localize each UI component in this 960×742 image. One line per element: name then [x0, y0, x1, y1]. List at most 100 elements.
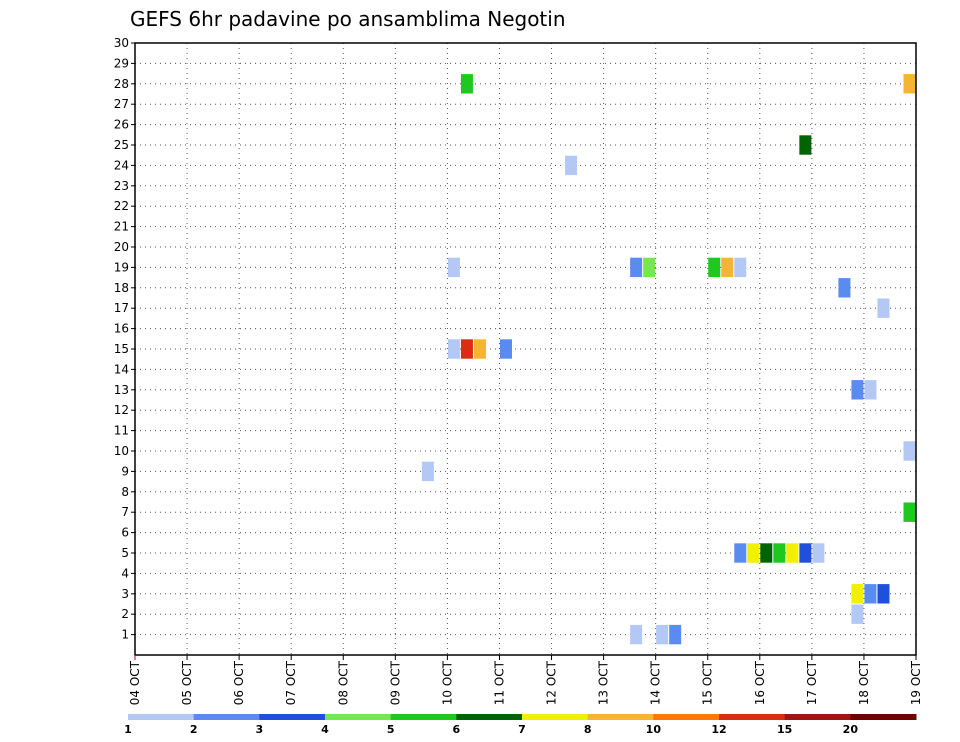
precip-cell: [877, 584, 890, 604]
y-tick-label: 4: [121, 566, 129, 580]
precip-cell: [799, 543, 812, 563]
precip-cell: [447, 339, 460, 359]
precip-cell: [734, 543, 747, 563]
colorbar-segment: [719, 714, 786, 720]
colorbar-segment: [128, 714, 195, 720]
precip-cell: [721, 257, 734, 278]
precip-cell: [669, 624, 682, 645]
grid: [135, 43, 916, 655]
y-tick-label: 5: [121, 546, 129, 560]
precip-cell: [565, 155, 578, 176]
colorbar-label: 7: [518, 723, 526, 736]
x-tick-label: 04 OCT: [128, 660, 142, 705]
y-tick-label: 15: [114, 342, 129, 356]
colorbar-segment: [653, 714, 720, 720]
y-tick-label: 18: [114, 281, 129, 295]
y-tick-label: 28: [114, 77, 129, 91]
y-tick-label: 7: [121, 505, 129, 519]
y-tick-label: 10: [114, 444, 129, 458]
precip-cell: [630, 624, 643, 645]
colorbar-label: 20: [843, 723, 859, 736]
precip-cell: [760, 543, 773, 563]
x-tick-label: 17 OCT: [805, 660, 819, 705]
y-tick-label: 14: [114, 362, 129, 376]
y-tick-label: 25: [114, 138, 129, 152]
precip-cell: [460, 74, 473, 94]
y-tick-label: 2: [121, 607, 129, 621]
colorbar-segment: [259, 714, 326, 720]
x-tick-label: 05 OCT: [180, 660, 194, 705]
y-tick-label: 12: [114, 403, 129, 417]
y-tick-label: 20: [114, 240, 129, 254]
precip-cell: [460, 339, 473, 359]
precip-cell: [630, 257, 643, 278]
y-tick-label: 22: [114, 199, 129, 213]
precip-cell: [786, 543, 799, 563]
precip-cell: [447, 257, 460, 278]
precip-cell: [864, 584, 877, 604]
y-tick-label: 11: [114, 424, 129, 438]
colorbar-segment: [784, 714, 851, 720]
colorbar-label: 1: [124, 723, 132, 736]
x-tick-label: 07 OCT: [284, 660, 298, 705]
y-tick-label: 13: [114, 383, 129, 397]
colorbar-segment: [456, 714, 523, 720]
y-tick-label: 29: [114, 56, 129, 70]
colorbar-segment: [390, 714, 457, 720]
y-tick-label: 26: [114, 118, 129, 132]
chart-title: GEFS 6hr padavine po ansamblima Negotin: [130, 7, 566, 31]
colorbar-label: 8: [584, 723, 592, 736]
x-tick-label: 19 OCT: [909, 660, 923, 705]
x-tick-label: 12 OCT: [545, 660, 559, 705]
x-tick-label: 11 OCT: [492, 660, 506, 705]
data-cells: [421, 74, 916, 645]
precip-cell: [864, 380, 877, 400]
x-tick-label: 09 OCT: [388, 660, 402, 705]
colorbar-label: 10: [646, 723, 662, 736]
precip-cell: [851, 584, 864, 604]
colorbar-segment: [193, 714, 260, 720]
colorbar-segment: [325, 714, 392, 720]
colorbar-segment: [587, 714, 654, 720]
y-tick-label: 24: [114, 158, 129, 172]
precip-cell: [903, 502, 916, 522]
precip-cell: [473, 339, 486, 359]
colorbar-label: 6: [453, 723, 461, 736]
colorbar-label: 12: [711, 723, 726, 736]
x-tick-label: 16 OCT: [753, 660, 767, 705]
x-tick-label: 10 OCT: [440, 660, 454, 705]
x-tick-label: 08 OCT: [336, 660, 350, 705]
y-tick-label: 17: [114, 301, 129, 315]
y-tick-label: 21: [114, 220, 129, 234]
precip-cell: [903, 74, 916, 94]
y-tick-label: 19: [114, 260, 129, 274]
precip-cell: [838, 278, 851, 298]
y-tick-label: 3: [121, 587, 129, 601]
y-tick-label: 8: [121, 485, 129, 499]
colorbar-label: 5: [387, 723, 395, 736]
precip-cell: [499, 339, 512, 359]
precip-cell: [812, 543, 825, 563]
precip-cell: [421, 461, 434, 482]
precip-cell: [708, 257, 721, 278]
colorbar-segment: [850, 714, 917, 720]
colorbar-segment: [522, 714, 589, 720]
x-tick-label: 14 OCT: [649, 660, 663, 705]
colorbar-label: 4: [321, 723, 329, 736]
precip-cell: [773, 543, 786, 563]
colorbar-label: 15: [777, 723, 792, 736]
colorbar-label: 3: [256, 723, 264, 736]
precip-cell: [656, 624, 669, 645]
precip-cell: [851, 380, 864, 400]
y-tick-label: 23: [114, 179, 129, 193]
y-tick-label: 16: [114, 322, 129, 336]
precip-cell: [903, 441, 916, 461]
precip-cell: [643, 257, 656, 278]
y-tick-label: 9: [121, 464, 129, 478]
x-tick-label: 06 OCT: [232, 660, 246, 705]
colorbar: 1 2 3 4 5 6 7 8 10 12 15 20: [124, 714, 917, 736]
precip-cell: [734, 257, 747, 278]
x-tick-label: 18 OCT: [857, 660, 871, 705]
precip-cell: [877, 298, 890, 318]
